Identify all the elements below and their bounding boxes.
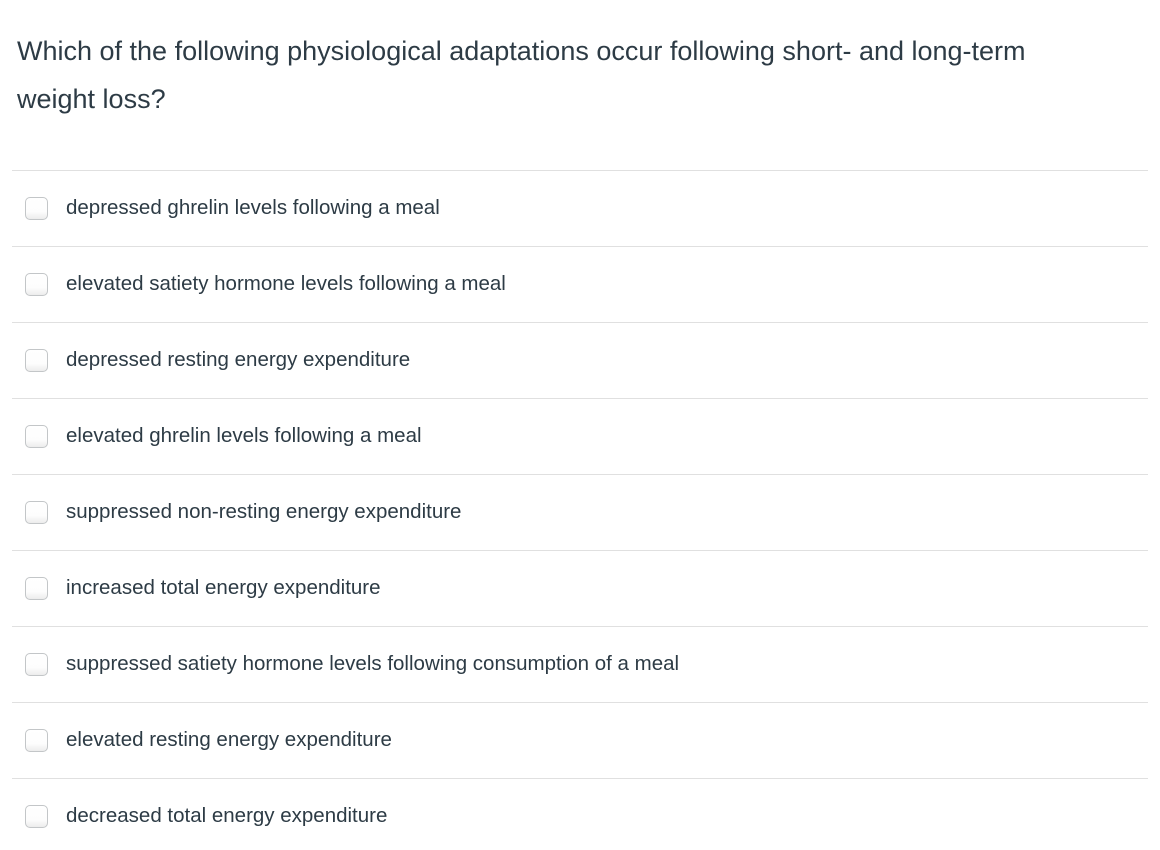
answer-option-7[interactable]: suppressed satiety hormone levels follow…	[12, 626, 1148, 702]
answer-option-9[interactable]: decreased total energy expenditure	[12, 778, 1148, 850]
answer-option-label: elevated resting energy expenditure	[66, 728, 392, 752]
answer-option-1[interactable]: depressed ghrelin levels following a mea…	[12, 170, 1148, 246]
checkbox-unchecked[interactable]	[25, 729, 48, 752]
answer-options-list: depressed ghrelin levels following a mea…	[12, 170, 1148, 850]
question-text: Which of the following physiological ada…	[17, 36, 1026, 114]
checkbox-unchecked[interactable]	[25, 805, 48, 828]
answer-option-label: decreased total energy expenditure	[66, 804, 388, 828]
checkbox-unchecked[interactable]	[25, 349, 48, 372]
checkbox-unchecked[interactable]	[25, 425, 48, 448]
checkbox-unchecked[interactable]	[25, 197, 48, 220]
answer-option-2[interactable]: elevated satiety hormone levels followin…	[12, 246, 1148, 322]
answer-option-label: depressed ghrelin levels following a mea…	[66, 196, 440, 220]
checkbox-unchecked[interactable]	[25, 273, 48, 296]
answer-option-label: depressed resting energy expenditure	[66, 348, 411, 372]
answer-option-label: elevated ghrelin levels following a meal	[66, 424, 422, 448]
answer-option-5[interactable]: suppressed non-resting energy expenditur…	[12, 474, 1148, 550]
answer-option-8[interactable]: elevated resting energy expenditure	[12, 702, 1148, 778]
checkbox-unchecked[interactable]	[25, 577, 48, 600]
answer-option-6[interactable]: increased total energy expenditure	[12, 550, 1148, 626]
checkbox-unchecked[interactable]	[25, 653, 48, 676]
answer-option-4[interactable]: elevated ghrelin levels following a meal	[12, 398, 1148, 474]
answer-option-label: suppressed satiety hormone levels follow…	[66, 652, 680, 676]
answer-option-label: suppressed non-resting energy expenditur…	[66, 500, 462, 524]
quiz-question-page: Which of the following physiological ada…	[0, 27, 1160, 850]
answer-option-label: elevated satiety hormone levels followin…	[66, 272, 506, 296]
answer-option-3[interactable]: depressed resting energy expenditure	[12, 322, 1148, 398]
checkbox-unchecked[interactable]	[25, 501, 48, 524]
answer-option-label: increased total energy expenditure	[66, 576, 381, 600]
